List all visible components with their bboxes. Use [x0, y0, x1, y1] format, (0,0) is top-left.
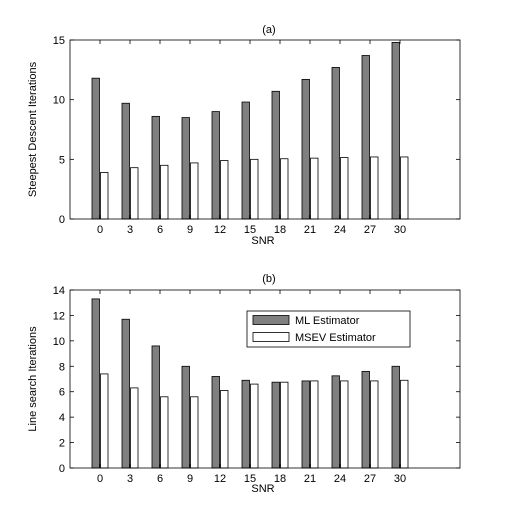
axes-frame	[69, 39, 461, 220]
x-tick-label-4: 12	[214, 473, 226, 485]
legend-swatch-0	[252, 315, 290, 325]
bar-1-6	[280, 381, 289, 469]
bar-1-0	[100, 373, 109, 469]
y-tick-label-2: 10	[53, 95, 65, 107]
legend-label-1: MSEV Estimator	[295, 332, 376, 344]
bar-0-10	[391, 365, 400, 469]
x-tick-label-2: 6	[157, 224, 163, 236]
bar-1-10	[400, 379, 409, 469]
x-tick-label-7: 21	[304, 473, 316, 485]
axes-frame	[69, 289, 461, 469]
bar-0-6	[271, 381, 280, 469]
bar-0-5	[241, 379, 250, 469]
bar-0-7	[301, 78, 310, 220]
bar-0-3	[181, 117, 190, 220]
x-tick-label-8: 24	[334, 224, 346, 236]
bar-0-0	[91, 77, 100, 220]
y-tick-label-1: 5	[59, 154, 65, 166]
y-tick-label-4: 8	[59, 361, 65, 373]
y-tick-label-0: 0	[59, 214, 65, 226]
legend-swatch-1	[252, 332, 290, 342]
x-tick-label-1: 3	[127, 224, 133, 236]
bar-0-1	[121, 318, 130, 469]
x-tick-label-9: 27	[364, 224, 376, 236]
y-tick-label-1: 2	[59, 438, 65, 450]
x-tick-label-5: 15	[244, 224, 256, 236]
x-tick-label-7: 21	[304, 224, 316, 236]
bar-0-7	[301, 380, 310, 469]
bar-0-0	[91, 298, 100, 469]
bar-0-9	[361, 370, 370, 469]
bar-1-6	[280, 158, 289, 220]
bar-0-9	[361, 55, 370, 220]
bar-1-4	[220, 160, 229, 220]
legend-label-0: ML Estimator	[295, 315, 360, 327]
bar-0-8	[331, 67, 340, 220]
x-tick-label-6: 18	[274, 224, 286, 236]
bar-1-0	[100, 172, 109, 220]
bar-1-8	[340, 157, 349, 220]
x-tick-label-3: 9	[187, 224, 193, 236]
panel-a: 0 3 6 9 12 15 18 21 24 27 30 0 5 10 15 (a) SNR Steepest D…	[27, 24, 461, 247]
bar-1-3	[190, 396, 199, 469]
legend: ML Estimator MSEV Estimator	[246, 310, 411, 348]
y-tick-label-0: 0	[59, 463, 65, 475]
x-tick-label-9: 27	[364, 473, 376, 485]
bar-1-9	[370, 156, 379, 220]
bar-1-1	[130, 167, 139, 220]
bar-1-5	[250, 158, 259, 220]
x-tick-label-5: 15	[244, 473, 256, 485]
bar-1-2	[160, 396, 169, 469]
y-tick-label-2: 4	[59, 412, 65, 424]
x-tick-label-1: 3	[127, 473, 133, 485]
bar-0-6	[271, 90, 280, 220]
y-tick-label-3: 15	[53, 35, 65, 47]
bar-1-7	[310, 380, 319, 469]
bar-0-4	[211, 111, 220, 220]
y-axis-label: Steepest Descent Iterations	[27, 61, 39, 197]
chart-title: (a)	[262, 24, 275, 36]
bar-0-8	[331, 375, 340, 469]
bar-0-2	[151, 115, 160, 220]
x-tick-label-4: 12	[214, 224, 226, 236]
y-axis-label: Line search Iterations	[27, 326, 39, 432]
x-tick-label-2: 6	[157, 473, 163, 485]
panel-b: 0 3 6 9 12 15 18 21 24 27 3002468101214(b)SNRLine …	[27, 273, 461, 495]
y-tick-label-3: 6	[59, 387, 65, 399]
x-axis-label: SNR	[251, 483, 274, 495]
x-tick-label-3: 9	[187, 473, 193, 485]
y-tick-label-5: 10	[53, 336, 65, 348]
x-tick-label-0: 0	[97, 473, 103, 485]
bar-0-5	[241, 101, 250, 220]
bar-0-2	[151, 345, 160, 469]
x-tick-label-8: 24	[334, 473, 346, 485]
x-tick-label-6: 18	[274, 473, 286, 485]
bar-0-1	[121, 102, 130, 220]
x-tick-label-10: 30	[394, 224, 406, 236]
bar-1-8	[340, 380, 349, 469]
bar-1-5	[250, 383, 259, 469]
bar-1-10	[400, 156, 409, 220]
x-tick-label-10: 30	[394, 473, 406, 485]
x-tick-label-0: 0	[97, 224, 103, 236]
bar-1-7	[310, 157, 319, 220]
bar-1-2	[160, 164, 169, 220]
bar-0-10	[391, 41, 400, 220]
bar-1-1	[130, 387, 139, 469]
x-axis-label: SNR	[251, 235, 274, 247]
bar-1-3	[190, 162, 199, 220]
bar-0-3	[181, 365, 190, 469]
bar-1-4	[220, 390, 229, 469]
bar-1-9	[370, 380, 379, 469]
y-tick-label-6: 12	[53, 310, 65, 322]
y-tick-label-7: 14	[53, 285, 65, 297]
bar-0-4	[211, 376, 220, 469]
chart-title: (b)	[262, 273, 275, 285]
